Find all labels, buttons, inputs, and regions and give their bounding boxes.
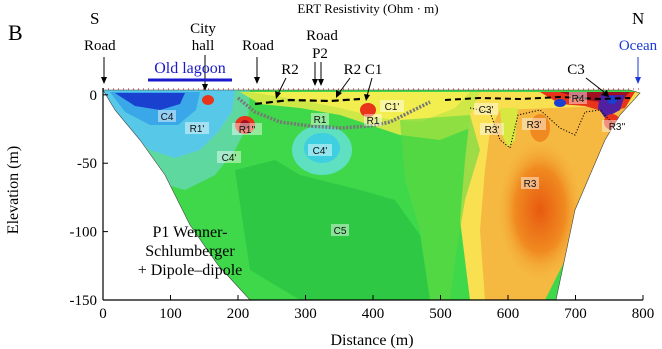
arrowhead-road-2 [254,77,260,84]
method-label-1: P1 Wenner- [153,224,228,241]
zone-label-text: C4 [161,112,174,123]
arrowhead-c3 [601,90,609,97]
arrowhead-city-hall [202,84,208,91]
x-tick-label: 700 [564,306,587,322]
boundary-dotted-right [469,107,616,149]
zone-label-text: R3 [524,179,537,190]
x-tick-label: 400 [362,306,385,322]
zone-label-text: C3' [479,105,494,116]
zone-label-text: C1' [385,102,400,113]
zone-label: C4' [308,144,332,157]
arrowhead-c1 [364,94,370,101]
arrowhead-p2 [318,79,324,86]
zone-label: R4 [569,92,587,105]
zone-label-bg [521,177,539,189]
label-r2-c1: R2 C1 [344,62,383,78]
label-city-hall-1: City [190,21,216,37]
arrowhead-ocean [635,77,641,84]
zone-label: C4' [217,151,241,164]
boundary-grey [236,96,431,130]
arrow-c3 [585,77,605,93]
arrowhead-r2-c1 [336,90,342,98]
panel-letter: B [8,20,23,45]
zone-label: R3'' [602,120,632,133]
zone-label-bg [602,120,632,132]
x-tick-label: 600 [497,306,520,322]
arrow-r2-c1 [338,77,351,94]
x-tick-label: 800 [632,306,655,322]
zone-label: C3' [474,103,498,116]
interface-dashed [254,97,361,106]
zone-label: R1' [185,122,209,135]
zone-label-bg [331,224,349,236]
zone-label-text: R3'' [609,122,626,133]
zone-label: C4 [158,110,176,123]
zone-label-bg [311,113,329,125]
method-label-3: + Dipole–dipole [138,262,243,279]
y-tick-label: -150 [70,293,98,309]
zone-label-bg [522,118,546,130]
x-tick-label: 300 [294,306,317,322]
zone-label: C5 [331,224,349,237]
zone-label-text: C4' [222,153,237,164]
zone-label-bg [380,100,404,112]
arrow-c1 [366,77,373,97]
direction-right: N [632,9,644,28]
y-tick-label: -100 [70,225,98,241]
zone-label-bg [217,151,241,163]
zone-label-text: R1' [190,124,205,135]
zone-label-bg [232,123,262,135]
x-tick-label: 200 [227,306,250,322]
zone-label: R1 [364,114,382,127]
arrow-r2-left [277,77,287,95]
arrowhead-r2-left [275,91,281,99]
zone-label: R3' [522,118,546,131]
x-tick-label: 500 [429,306,452,322]
label-road-2: Road [242,38,274,54]
label-ocean: Ocean [619,38,658,54]
label-c3-top: C3 [567,62,585,78]
label-road-p2-2: P2 [312,46,328,62]
zone-label-bg [308,144,332,156]
zone-label: R3' [480,123,504,136]
zone-label: R3 [521,177,539,190]
label-r2-left: R2 [281,62,299,78]
section-outline [102,89,641,301]
zone-label-text: R4 [572,94,585,105]
x-tick-label: 0 [99,306,107,322]
direction-left: S [90,9,99,28]
zone-label-bg [158,110,176,122]
x-tick-label: 100 [159,306,182,322]
zone-label-text: R1 [314,115,327,126]
zone-label: R1'' [232,123,262,136]
zone-label-text: C4' [313,146,328,157]
zone-label-text: R3' [485,125,500,136]
chart-title: ERT Resistivity (Ohm · m) [297,1,438,16]
label-road-1: Road [84,38,116,54]
zone-label-bg [569,92,587,104]
zone-label-text: R1'' [239,125,256,136]
zone-label-text: R3' [527,120,542,131]
arrowhead-road [312,79,318,86]
zone-label-bg [185,122,209,134]
y-tick-label: -50 [77,156,97,172]
zone-label-bg [480,123,504,135]
zone-label-text: C5 [334,226,347,237]
y-tick-label: 0 [90,88,98,104]
zone-label-text: R1 [367,116,380,127]
method-label-2: Schlumberger [145,243,235,260]
label-road-p2-1: Road [306,28,338,44]
y-axis-label: Elevation (m) [5,146,22,234]
interface-dashed-right [444,95,631,101]
zone-label-bg [474,103,498,115]
x-axis-label: Distance (m) [330,332,413,349]
zone-label: C1' [380,100,404,113]
label-city-hall-2: hall [192,38,215,54]
zone-label: R1 [311,113,329,126]
zone-label-bg [364,114,382,126]
label-old-lagoon: Old lagoon [154,60,226,77]
arrowhead-road-1 [101,77,107,84]
